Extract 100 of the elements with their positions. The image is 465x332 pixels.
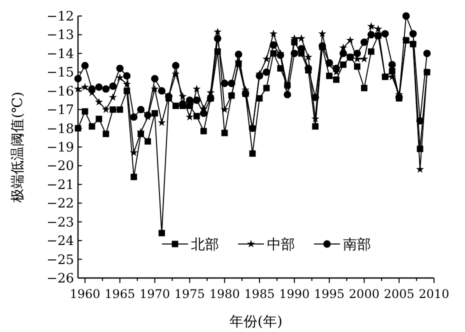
point: [116, 106, 124, 113]
point: [367, 31, 375, 38]
legend-label: 北部: [191, 237, 219, 253]
point: [340, 61, 346, 68]
point: [88, 123, 96, 130]
point: [186, 112, 194, 120]
point: [339, 44, 348, 52]
y-tick-label: −23: [46, 215, 74, 230]
point: [367, 22, 376, 30]
point: [262, 68, 270, 76]
point: [137, 106, 145, 114]
y-tick-label: −20: [46, 159, 74, 174]
x-tick-label: 2005: [384, 287, 414, 301]
y-axis-title: 极端低温阈值(℃): [10, 92, 26, 204]
y-tick-label: −18: [46, 122, 74, 137]
y-tick-label: −17: [46, 103, 74, 118]
point: [102, 130, 110, 138]
x-tick-label: 1965: [104, 287, 136, 301]
legend-label: 中部: [267, 237, 295, 253]
point: [200, 110, 208, 118]
point: [368, 48, 374, 55]
point: [312, 94, 320, 102]
point: [80, 82, 89, 91]
point: [402, 12, 410, 20]
y-tick-label: −14: [46, 46, 74, 62]
point: [186, 96, 194, 104]
point: [284, 90, 292, 98]
point: [354, 50, 361, 58]
x-tick-label: 2010: [418, 287, 450, 301]
point: [193, 112, 200, 120]
point: [102, 105, 110, 113]
point: [262, 54, 270, 62]
x-tick-label: 2000: [348, 287, 380, 301]
point: [172, 102, 179, 110]
legend-label: 南部: [343, 237, 371, 253]
point: [130, 174, 138, 180]
point: [150, 84, 159, 92]
point: [214, 34, 222, 42]
point: [228, 80, 236, 88]
y-tick-label: −22: [46, 196, 74, 212]
y-tick-label: −13: [46, 28, 74, 44]
x-tick-label: 1985: [244, 287, 275, 301]
point: [109, 82, 117, 90]
point: [116, 74, 124, 82]
point: [416, 117, 424, 124]
point: [360, 38, 368, 46]
point: [110, 106, 116, 113]
point: [374, 24, 382, 32]
point: [234, 50, 242, 58]
point: [290, 50, 298, 58]
point: [360, 84, 368, 92]
point: [263, 84, 270, 92]
point: [81, 62, 89, 70]
point: [123, 72, 131, 80]
point: [249, 150, 256, 157]
point: [312, 123, 319, 130]
point: [221, 130, 228, 136]
point: [94, 98, 103, 106]
point: [192, 84, 201, 92]
y-tick-label: −15: [46, 66, 74, 81]
point: [276, 52, 284, 59]
point: [318, 30, 326, 38]
x-tick-label: 1975: [174, 287, 205, 301]
point: [248, 124, 256, 132]
y-tick-label: −19: [46, 140, 74, 156]
point: [158, 230, 165, 236]
x-tick-label: 1980: [209, 287, 240, 301]
point: [388, 60, 396, 68]
y-tick-label: −21: [46, 178, 74, 193]
point: [220, 80, 228, 88]
point: [172, 62, 180, 70]
x-tick-label: 1990: [279, 287, 310, 301]
x-tick-label: 1970: [140, 287, 170, 301]
point: [152, 110, 158, 117]
y-tick-label: −12: [46, 10, 74, 24]
point: [130, 113, 138, 121]
point: [269, 30, 278, 38]
point: [116, 64, 124, 72]
x-tick-label: 1960: [70, 287, 100, 301]
point: [82, 108, 88, 115]
point: [151, 74, 158, 82]
point: [326, 72, 332, 80]
y-tick-label: −16: [46, 84, 74, 100]
y-tick-label: −25: [46, 252, 74, 268]
point: [96, 116, 102, 122]
point: [409, 30, 417, 38]
y-tick-label: −26: [46, 272, 74, 286]
point: [144, 138, 152, 145]
point: [200, 128, 207, 134]
point: [102, 85, 110, 93]
point: [354, 63, 360, 70]
point: [130, 148, 138, 156]
y-tick-label: −24: [46, 234, 74, 250]
point: [360, 54, 368, 62]
x-tick-label: 1995: [314, 287, 345, 301]
point: [158, 87, 166, 95]
point: [297, 34, 306, 42]
point: [214, 28, 222, 36]
point: [346, 36, 354, 44]
point: [192, 96, 200, 104]
